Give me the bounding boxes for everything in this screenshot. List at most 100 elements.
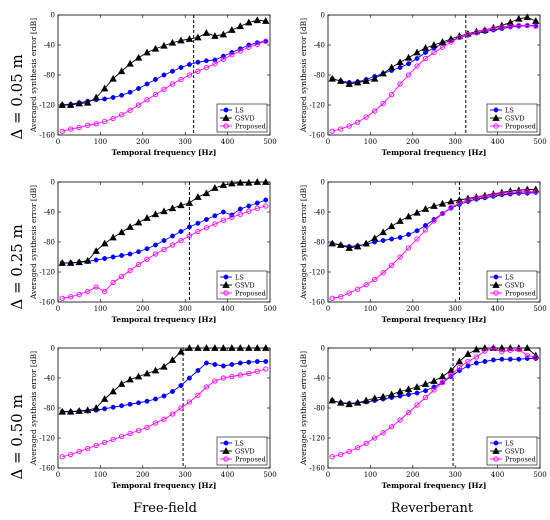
data-point-ls — [110, 404, 116, 410]
data-point-proposed — [439, 379, 446, 386]
data-point-ls — [170, 389, 175, 394]
legend-label: LS — [505, 273, 514, 281]
y-tick-label: 0 — [51, 12, 55, 20]
data-point-proposed — [59, 128, 65, 134]
data-point-proposed — [186, 233, 193, 239]
data-point-gsvd — [353, 78, 362, 86]
data-point-proposed — [533, 354, 539, 360]
data-point-ls — [102, 406, 108, 412]
data-point-gsvd — [506, 18, 515, 26]
data-point-proposed — [178, 405, 184, 411]
data-point-proposed — [68, 451, 74, 458]
series-line-proposed — [332, 347, 536, 458]
y-axis-label: Averaged synthesis error [dB] — [29, 351, 38, 466]
x-tick-label: 500 — [263, 138, 276, 146]
data-point-gsvd — [370, 234, 379, 242]
legend-label: GSVD — [505, 447, 525, 455]
data-point-proposed — [490, 25, 497, 32]
y-tick-label: -40 — [44, 375, 55, 383]
x-tick-label: 100 — [364, 138, 377, 146]
y-axis-label: Averaged synthesis error [dB] — [299, 185, 308, 300]
y-tick-label: 0 — [321, 12, 325, 20]
y-tick-label: -160 — [39, 299, 55, 307]
data-point-proposed — [465, 197, 471, 203]
data-point-gsvd — [370, 394, 379, 402]
legend-label: GSVD — [235, 114, 255, 122]
y-axis-label: Averaged synthesis error [dB] — [299, 18, 308, 133]
data-point-ls — [263, 359, 269, 364]
legend-label: LS — [235, 106, 244, 114]
data-point-gsvd — [337, 77, 345, 84]
y-tick-label: -80 — [44, 405, 55, 413]
data-point-gsvd — [228, 179, 236, 187]
data-point-gsvd — [109, 233, 117, 241]
data-point-ls — [397, 393, 403, 399]
x-tick-label: 300 — [179, 138, 192, 146]
x-tick-label: 300 — [179, 305, 192, 313]
data-point-proposed — [465, 31, 471, 38]
data-point-proposed — [499, 190, 505, 196]
data-point-ls — [212, 213, 218, 219]
legend-marker — [493, 123, 499, 129]
data-point-proposed — [178, 76, 184, 83]
data-point-proposed — [237, 211, 243, 217]
data-point-proposed — [152, 420, 159, 426]
y-tick-label: -80 — [314, 405, 325, 413]
row-label-2: Δ = 0.25 m — [8, 224, 26, 309]
data-point-gsvd — [126, 223, 134, 230]
x-axis-label: Temporal frequency [Hz] — [382, 315, 487, 324]
data-point-proposed — [499, 24, 505, 30]
data-point-gsvd — [515, 14, 523, 22]
data-point-proposed — [329, 454, 335, 460]
legend-marker — [223, 274, 229, 280]
y-tick-label: -40 — [44, 209, 55, 217]
legend-marker — [223, 456, 229, 462]
data-point-proposed — [355, 445, 361, 451]
data-point-gsvd — [177, 36, 185, 44]
data-point-proposed — [346, 448, 352, 455]
data-point-proposed — [473, 354, 480, 360]
data-point-proposed — [388, 91, 395, 98]
column-label-reverberant: Reverberant — [391, 501, 474, 516]
data-point-ls — [195, 368, 201, 373]
series-line-proposed — [62, 205, 266, 299]
data-point-gsvd — [438, 372, 447, 380]
data-point-proposed — [263, 366, 269, 372]
x-tick-label: 100 — [364, 305, 377, 313]
x-tick-label: 200 — [136, 471, 149, 479]
data-point-ls — [170, 68, 175, 74]
x-tick-label: 100 — [94, 138, 107, 146]
legend-label: Proposed — [505, 122, 536, 130]
series-proposed — [59, 38, 269, 134]
data-point-gsvd — [126, 59, 134, 67]
data-point-ls — [246, 359, 252, 365]
data-point-ls — [153, 242, 158, 248]
data-point-proposed — [448, 204, 454, 211]
data-point-proposed — [203, 225, 210, 231]
data-point-ls — [144, 81, 150, 87]
data-point-proposed — [237, 48, 243, 54]
y-tick-label: -120 — [309, 269, 325, 277]
data-point-gsvd — [404, 53, 413, 61]
data-point-proposed — [346, 290, 352, 296]
x-tick-label: 200 — [406, 138, 419, 146]
data-point-gsvd — [253, 344, 261, 351]
data-point-gsvd — [75, 258, 83, 266]
x-tick-label: 400 — [491, 471, 504, 479]
data-point-proposed — [507, 23, 513, 29]
data-point-proposed — [203, 384, 210, 390]
data-point-proposed — [363, 282, 369, 288]
series-proposed — [59, 203, 269, 301]
x-tick-label: 0 — [326, 138, 330, 146]
y-tick-label: -160 — [309, 132, 325, 140]
data-point-ls — [380, 238, 386, 243]
data-point-gsvd — [413, 208, 421, 216]
x-axis-label: Temporal frequency [Hz] — [112, 481, 217, 490]
data-point-gsvd — [202, 344, 211, 351]
data-point-gsvd — [177, 347, 185, 355]
data-point-gsvd — [151, 366, 160, 374]
data-point-gsvd — [185, 199, 194, 206]
data-point-proposed — [229, 373, 235, 380]
data-point-ls — [203, 360, 209, 366]
